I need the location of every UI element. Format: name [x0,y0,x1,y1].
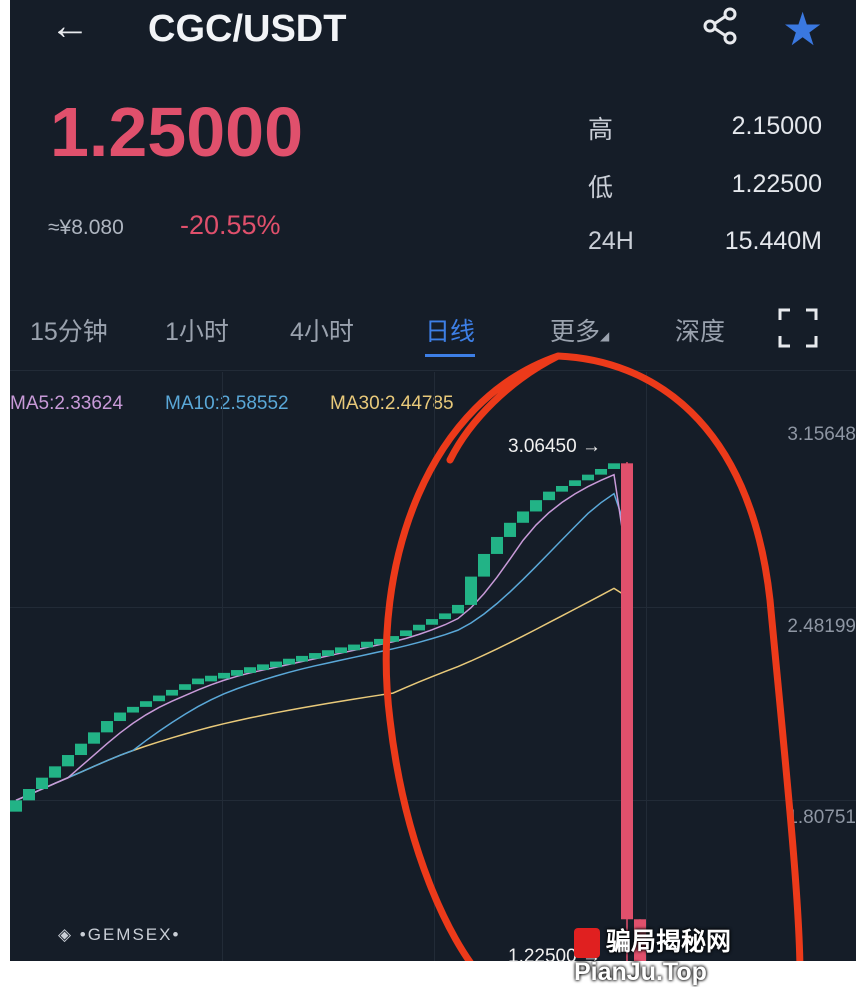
watermark: 骗局揭秘网 PianJu.Top [574,922,856,987]
volume-value: 15.440M [724,227,822,255]
min-price-value: 1.22500 [508,946,577,967]
grid-vline [222,372,223,961]
pair-title: CGC/USDT [148,8,347,50]
candle-up [36,777,48,790]
candle-up [400,630,412,637]
high-value: 2.15000 [731,112,822,140]
candle-up [153,695,165,702]
tab-depth[interactable]: 深度 [675,318,726,346]
candle-up [348,644,360,651]
candle-up [491,536,503,554]
candlestick-chart[interactable] [10,0,856,961]
app-screen: ← CGC/USDT ★ 1.25000 ≈¥8.080 -20.55% 高 2… [10,0,856,986]
candle-up [257,664,269,671]
low-label: 低 [588,174,614,202]
candle-up [179,684,191,690]
candle-up [101,721,113,733]
candle-up [62,755,74,767]
candle-up [270,661,282,668]
max-price-label: 3.06450 → [508,436,601,457]
candle-up [231,670,243,676]
candle-up [543,491,555,501]
candle-up [452,604,464,614]
watermark-logo-icon [574,928,600,959]
ma30-line [15,587,628,802]
candle-up [88,732,100,744]
candle-up [114,712,126,722]
candle-up [426,619,438,625]
candle-up [10,800,22,812]
tab-1h[interactable]: 1小时 [165,318,229,346]
candle-up [413,624,425,631]
candle-up [335,647,347,654]
tab-15min[interactable]: 15分钟 [30,318,108,346]
candle-up [244,667,256,673]
candle-up [361,641,373,648]
candle-up [439,613,451,620]
candle-up [556,485,568,492]
candle-up [296,655,308,662]
candle-up [530,500,542,512]
y-tick: 3.15648 [787,424,856,445]
candle-up [166,689,178,696]
tab-4h[interactable]: 4小时 [290,318,354,346]
candle-up [127,706,139,713]
dropdown-triangle-icon: ◢ [600,329,610,343]
candle-up [478,553,490,577]
candle-up [283,658,295,665]
candle-up [504,522,516,537]
candle-up [387,636,399,642]
candle-up [192,678,204,685]
last-price: 1.25000 [50,93,304,171]
ma5-label: MA5:2.33624 [10,393,124,414]
candle-up [322,650,334,656]
ma5-line [15,473,628,802]
y-tick: 1.80751 [787,807,856,828]
ma10-line [15,492,628,802]
max-price-value: 3.06450 [508,436,577,457]
low-value: 1.22500 [731,170,822,198]
candle-up [517,511,529,523]
candle-up [23,789,35,801]
gemsex-logo: ◈ •GEMSEX• [58,925,181,944]
change-percent: -20.55% [180,210,281,240]
fullscreen-icon[interactable] [778,308,818,353]
candle-up [309,653,321,659]
back-arrow-icon[interactable]: ← [50,4,90,48]
volume-label: 24H [588,227,634,255]
candle-up [140,701,152,707]
tab-more-label: 更多 [550,318,601,346]
candle-up [582,474,594,481]
ma10-label: MA10:2.58552 [165,393,289,414]
share-icon[interactable] [700,6,740,51]
candle-up [569,480,581,486]
tab-more[interactable]: 更多◢ [550,312,609,348]
candle-up [608,463,620,469]
candle-down [621,463,633,920]
high-label: 高 [588,116,614,144]
y-tick: 2.48199 [787,616,856,637]
cny-price: ≈¥8.080 [48,216,124,239]
candle-up [205,675,217,682]
favorite-star-icon[interactable]: ★ [782,3,824,55]
candle-up [595,468,607,475]
candle-up [218,672,230,679]
candle-up [49,766,61,778]
candle-up [465,576,477,605]
candle-up [75,743,87,756]
candle-up [374,638,386,645]
